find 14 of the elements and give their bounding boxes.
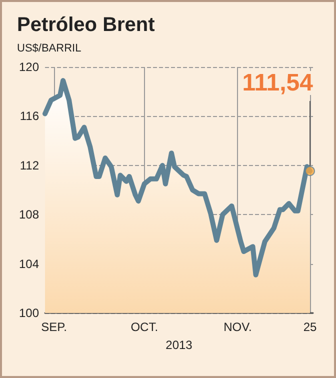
x-axis-title: 2013	[166, 338, 193, 352]
x-tick-label: 25	[303, 320, 317, 334]
y-tick-label: 120	[18, 60, 40, 74]
y-tick-label: 116	[20, 109, 40, 124]
annotation: 111,54	[242, 70, 314, 96]
x-tick-label: OCT.	[130, 320, 158, 334]
chart-title: Petróleo Brent	[17, 14, 156, 36]
x-tick-label: NOV.	[224, 320, 252, 334]
y-tick-label: 108	[18, 208, 40, 222]
y-tick-label: 112	[20, 158, 40, 172]
y-tick-label: 104	[18, 256, 40, 271]
y-axis-title: US$/BARRIL	[17, 42, 82, 54]
x-tick-label: SEP.	[41, 320, 67, 334]
y-tick-label: 100	[18, 306, 40, 320]
